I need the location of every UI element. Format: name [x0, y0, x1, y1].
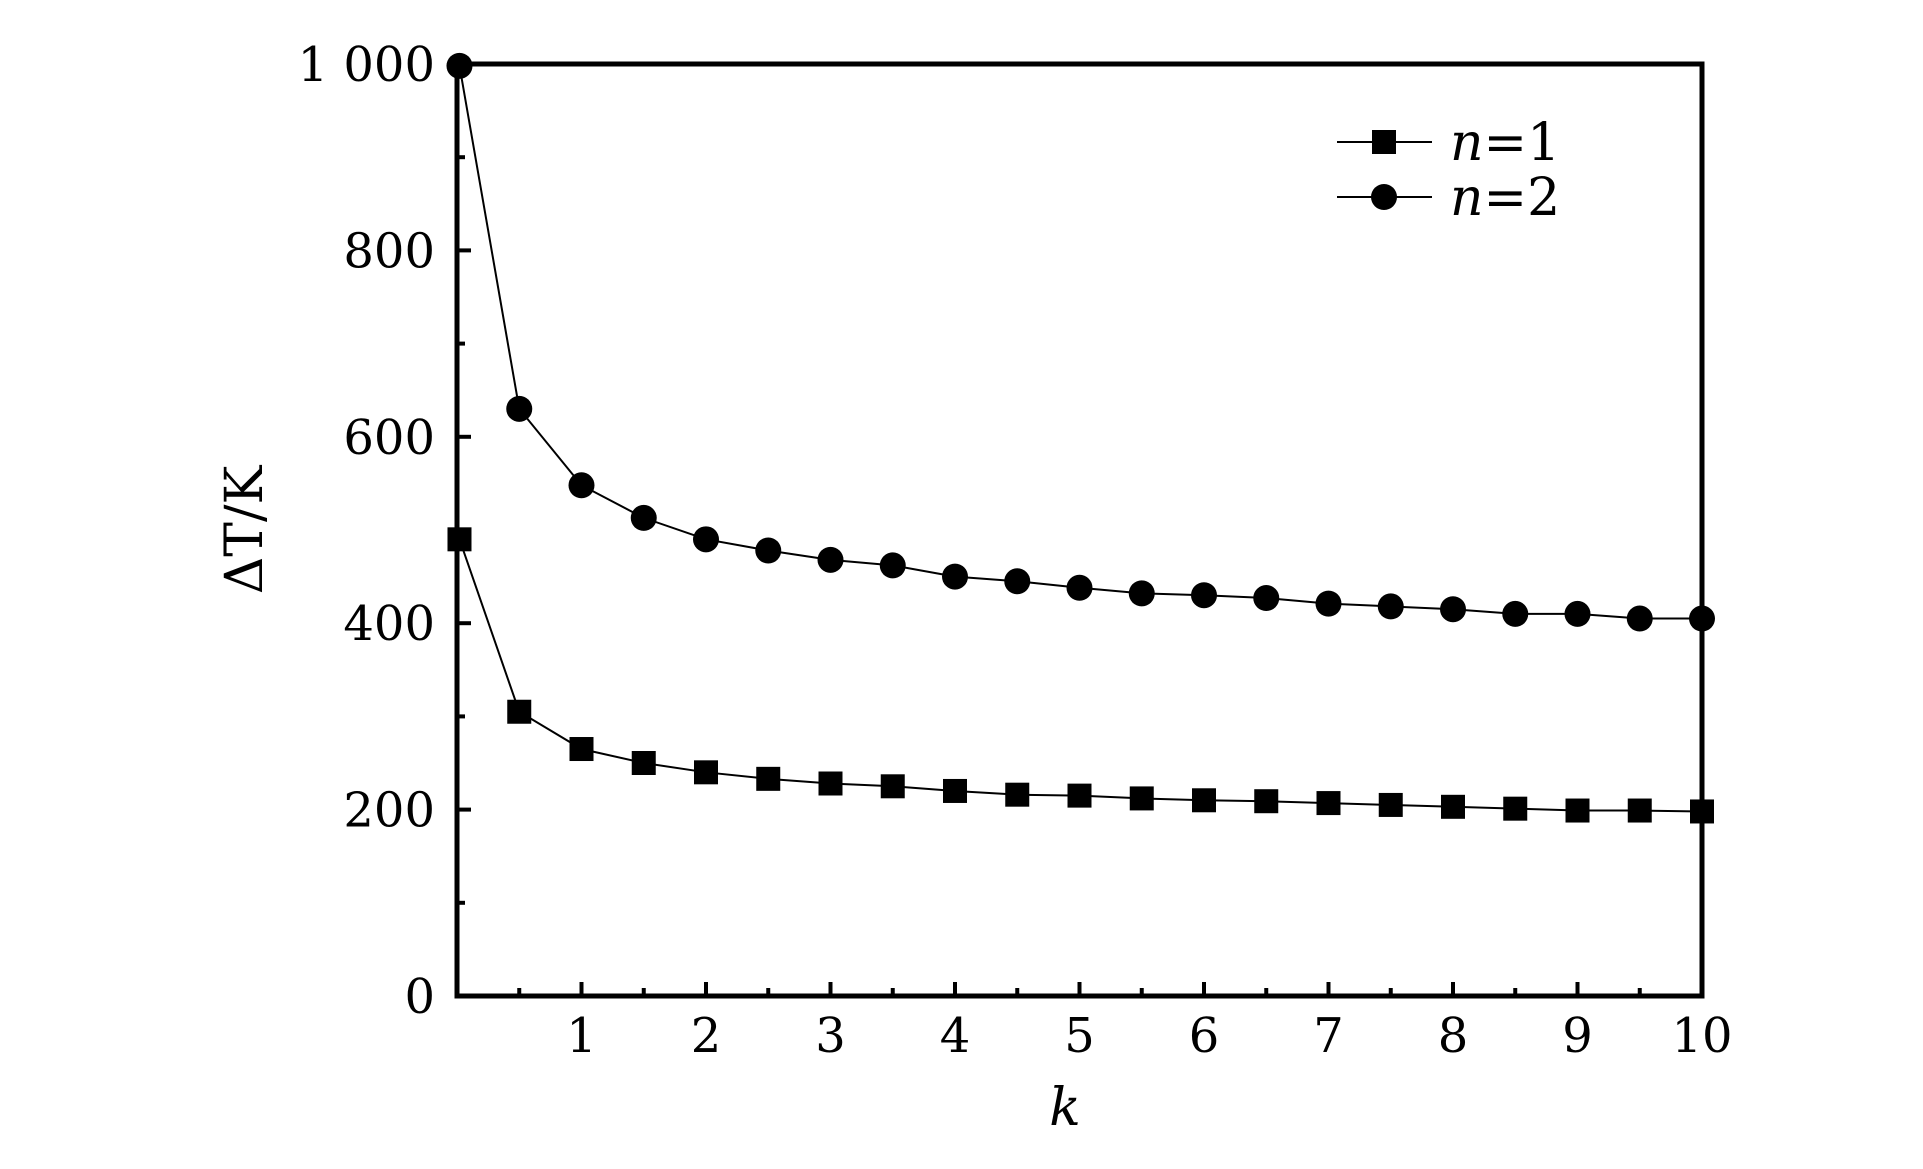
y-axis-ticks: 0 200 400 600 800 1 000	[298, 37, 471, 1025]
y-tick-label: 600	[343, 410, 435, 466]
data-point	[1005, 782, 1030, 807]
x-axis-ticks: 1 2 3 4 5 6 7 8 9 10	[517, 982, 1733, 1064]
data-point	[569, 737, 594, 762]
data-point	[1627, 798, 1652, 823]
data-point	[694, 760, 718, 785]
y-tick-label: 1 000	[298, 37, 435, 93]
data-point	[1503, 796, 1528, 821]
data-point	[506, 395, 533, 422]
series-square	[447, 527, 1714, 824]
legend-marker	[1371, 184, 1397, 210]
legend: n=1n=2	[1337, 113, 1560, 228]
data-point	[1440, 596, 1466, 623]
legend-label: n=2	[1450, 168, 1560, 228]
legend-entry: n=2	[1337, 168, 1560, 228]
data-point	[755, 537, 782, 564]
x-tick-label: 8	[1438, 1008, 1469, 1064]
y-tick-label: 0	[404, 969, 435, 1025]
x-tick-label: 5	[1064, 1008, 1095, 1064]
data-point	[446, 52, 473, 79]
y-tick-label: 800	[343, 223, 435, 279]
data-point	[631, 751, 656, 775]
data-point	[1690, 799, 1714, 824]
data-point	[1502, 600, 1529, 627]
data-point	[693, 526, 719, 553]
y-tick-label: 200	[343, 783, 435, 839]
data-point	[1626, 605, 1653, 632]
data-point	[817, 546, 844, 573]
legend-entry: n=1	[1337, 113, 1560, 173]
data-point	[880, 774, 905, 799]
y-tick-label: 400	[343, 596, 435, 652]
y-axis-title: ΔT/K	[215, 465, 275, 595]
data-point	[1067, 783, 1092, 808]
data-point	[1066, 574, 1093, 601]
x-tick-label: 3	[815, 1008, 846, 1064]
data-point	[1253, 585, 1280, 612]
data-point	[879, 552, 906, 579]
data-point	[1315, 590, 1342, 617]
data-point	[1441, 794, 1465, 819]
data-point	[943, 778, 967, 803]
x-tick-label: 6	[1189, 1008, 1220, 1064]
data-point	[756, 766, 781, 791]
data-point	[1565, 798, 1590, 823]
legend-marker	[1372, 130, 1396, 154]
series-circle	[446, 52, 1715, 632]
data-point	[818, 771, 843, 796]
data-point	[1316, 791, 1341, 816]
x-tick-label: 9	[1562, 1008, 1593, 1064]
data-point	[507, 699, 532, 724]
data-point	[1191, 582, 1217, 609]
x-tick-label: 4	[940, 1008, 971, 1064]
data-point	[568, 472, 595, 499]
data-point	[1128, 580, 1155, 607]
data-point	[942, 563, 968, 590]
data-point	[1689, 605, 1715, 632]
x-tick-label: 1	[566, 1008, 597, 1064]
x-tick-label: 10	[1671, 1008, 1732, 1064]
data-point	[1564, 600, 1591, 627]
x-tick-label: 7	[1313, 1008, 1344, 1064]
data-point	[1129, 786, 1154, 811]
data-point	[1378, 792, 1403, 817]
data-point	[630, 504, 657, 531]
x-tick-label: 2	[691, 1008, 722, 1064]
data-point	[1192, 788, 1216, 813]
legend-label: n=1	[1450, 113, 1560, 173]
x-axis-title: k	[1049, 1078, 1081, 1138]
series-layer	[446, 52, 1715, 824]
data-point	[1377, 593, 1404, 620]
data-point	[1004, 568, 1031, 595]
data-point	[1254, 789, 1279, 814]
data-point	[447, 527, 472, 552]
